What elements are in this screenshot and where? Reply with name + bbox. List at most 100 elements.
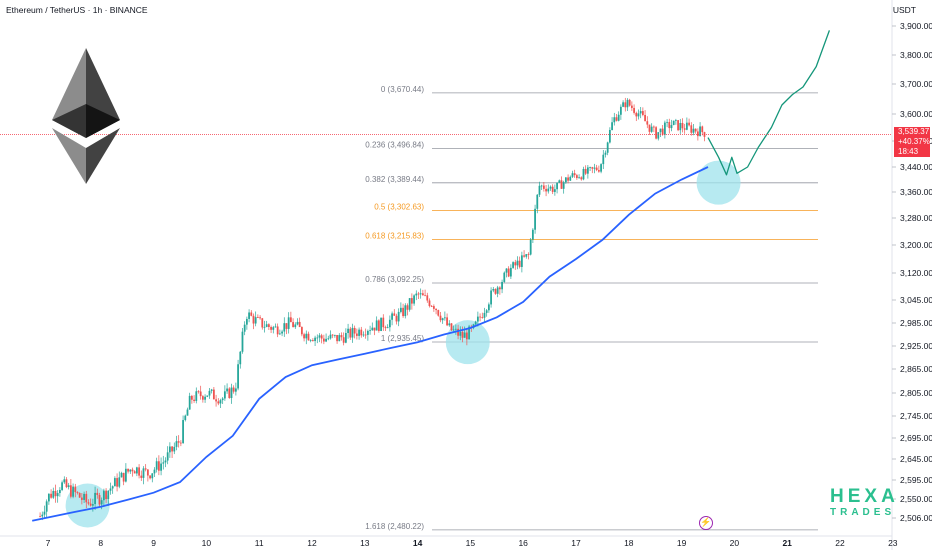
candle-body xyxy=(322,338,325,342)
candle-body xyxy=(604,152,607,155)
candle-body xyxy=(351,327,354,338)
time-tick-label: 9 xyxy=(151,538,156,548)
candle-body xyxy=(300,327,303,335)
candle-body xyxy=(83,493,85,500)
candle-body xyxy=(531,229,534,240)
candle-body xyxy=(342,337,345,343)
candle-body xyxy=(105,490,107,500)
candle-body xyxy=(230,387,233,399)
candle-body xyxy=(327,338,330,340)
candle-body xyxy=(366,330,369,335)
candle-body xyxy=(413,295,415,304)
price-axis[interactable]: 3,900.003,800.003,700.003,600.003,520.00… xyxy=(892,21,932,523)
fib-level-label: 0.618 (3,215.83) xyxy=(365,232,424,241)
candle-body xyxy=(111,486,114,489)
candle-body xyxy=(483,312,486,318)
time-axis[interactable]: 7 8 9 10 11 12 13 14 15 16 17 18 19 20 21 22 23 xyxy=(46,538,898,548)
candle-body xyxy=(507,268,510,277)
candle-body xyxy=(674,120,677,121)
candle-body xyxy=(382,317,385,328)
candle-body xyxy=(699,126,701,137)
candle-body xyxy=(670,125,673,129)
candle-body xyxy=(320,335,323,339)
candle-body xyxy=(527,254,530,255)
time-tick-label: 10 xyxy=(202,538,212,548)
bar-countdown: 18:43 xyxy=(898,147,919,156)
candle-body xyxy=(388,319,391,328)
candle-body xyxy=(91,504,94,506)
fib-level-label: 1.618 (2,480.22) xyxy=(365,522,424,531)
candle-body xyxy=(551,186,554,192)
candle-body xyxy=(415,293,418,296)
candle-body xyxy=(494,288,497,294)
candle-body xyxy=(681,122,684,129)
candle-body xyxy=(215,399,217,402)
candle-body xyxy=(153,469,156,474)
candle-body xyxy=(52,490,55,498)
candle-body xyxy=(516,260,519,266)
price-change-percent: +40.37% xyxy=(898,137,930,146)
hexa-trades-watermark: HEXA TRADES xyxy=(830,486,899,519)
fibonacci-retracement[interactable]: 0 (3,670.44) 0.236 (3,496.84) 0.382 (3,389… xyxy=(365,85,818,531)
candle-body xyxy=(397,311,400,322)
candle-body xyxy=(155,461,158,470)
candle-body xyxy=(107,490,110,500)
candle-body xyxy=(503,272,506,282)
candle-body xyxy=(127,468,129,472)
candle-body xyxy=(261,318,264,328)
candle-body xyxy=(694,128,697,132)
candle-body xyxy=(144,468,147,470)
candle-body xyxy=(373,327,376,331)
moving-average-line xyxy=(32,166,709,522)
time-tick-label: 23 xyxy=(888,538,898,548)
candle-body xyxy=(463,332,466,338)
price-tick-label: 2,925.00 xyxy=(900,341,932,351)
candle-body xyxy=(465,332,468,340)
candle-body xyxy=(606,142,609,153)
candle-body xyxy=(164,460,167,463)
price-tick-label: 2,595.00 xyxy=(900,475,932,485)
candle-body xyxy=(578,177,580,179)
candle-body xyxy=(45,501,48,512)
price-tick-label: 3,800.00 xyxy=(900,50,932,60)
candle-body xyxy=(542,185,545,189)
candle-body xyxy=(272,327,275,330)
candle-body xyxy=(666,121,668,123)
candle-body xyxy=(505,268,508,273)
candle-body xyxy=(135,467,138,474)
time-tick-label: 22 xyxy=(835,538,845,548)
candle-body xyxy=(325,338,327,342)
chart-title: Ethereum / TetherUS · 1h · BINANCE xyxy=(6,5,148,15)
highlight-circle xyxy=(696,160,741,205)
lightning-icon[interactable]: ⚡ xyxy=(699,516,713,530)
candle-body xyxy=(162,462,165,464)
candle-body xyxy=(344,333,347,343)
candle-body xyxy=(615,117,618,121)
time-tick-label: 19 xyxy=(677,538,687,548)
price-tick-label: 2,506.00 xyxy=(900,513,932,523)
candle-body xyxy=(582,168,585,180)
price-tick-label: 2,645.00 xyxy=(900,454,932,464)
candle-body xyxy=(657,132,660,139)
candle-body xyxy=(419,293,422,295)
candle-body xyxy=(417,293,420,295)
candle-body xyxy=(573,173,576,176)
watermark-line-1: HEXA xyxy=(830,486,899,507)
candle-body xyxy=(446,317,448,326)
candle-body xyxy=(432,306,435,309)
price-tick-label: 2,745.00 xyxy=(900,411,932,421)
candle-body xyxy=(523,255,525,257)
time-tick-label: 20 xyxy=(730,538,740,548)
candle-body xyxy=(622,102,624,107)
current-price-value: 3,539.37 xyxy=(898,127,930,136)
candle-body xyxy=(276,326,279,335)
time-tick-label: 16 xyxy=(518,538,528,548)
candle-body xyxy=(232,387,235,392)
candle-body xyxy=(569,176,572,181)
candle-body xyxy=(591,167,594,169)
candle-body xyxy=(160,463,162,471)
candle-body xyxy=(538,185,541,195)
candle-body xyxy=(668,121,671,129)
candle-body xyxy=(54,490,57,497)
